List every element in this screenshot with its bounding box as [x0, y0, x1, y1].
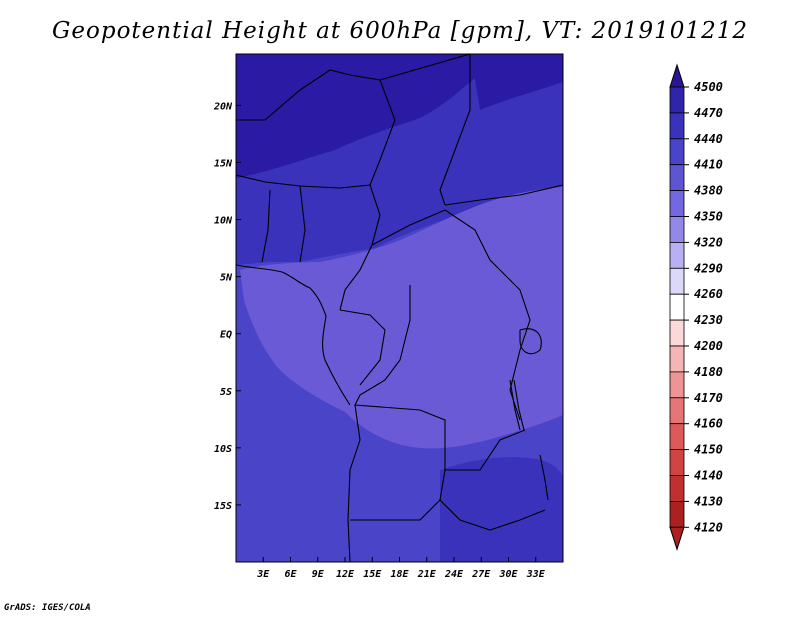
field-band-4470-north-east — [470, 54, 563, 110]
y-tick-label: 15S — [214, 501, 232, 512]
colorbar-label: 4320 — [694, 235, 723, 249]
border-north-3 — [439, 54, 471, 206]
border-sudan — [444, 184, 563, 206]
colorbar-label: 4410 — [694, 158, 723, 172]
colorbar-swatch — [669, 190, 685, 217]
x-tick-label: 24E — [444, 569, 464, 580]
country-borders — [236, 54, 563, 562]
border-cameroon — [339, 214, 381, 311]
field-band-4380-central — [240, 187, 563, 449]
colorbar-swatch — [669, 319, 685, 347]
border-south — [350, 499, 441, 521]
x-tick-label: 6E — [284, 569, 297, 580]
colorbar-label: 4200 — [694, 339, 723, 353]
colorbar-swatch — [669, 423, 685, 451]
colorbar-label: 4130 — [694, 494, 723, 508]
colorbar-swatch — [669, 345, 685, 373]
y-tick-label: 10S — [214, 444, 232, 455]
colorbar-label: 4140 — [694, 469, 723, 483]
colorbar-swatch — [669, 267, 685, 295]
border-car — [371, 209, 521, 291]
colorbar-swatch — [669, 449, 685, 476]
field-band-4470-north — [236, 54, 475, 178]
colorbar-label: 4180 — [694, 365, 723, 379]
colorbar-label: 4440 — [694, 132, 723, 146]
colorbar-label: 4260 — [694, 287, 723, 301]
border-congo-1 — [339, 309, 386, 386]
x-tick-label: 30E — [498, 569, 518, 580]
credit-text: GrADS: IGES/COLA — [4, 603, 91, 613]
colorbar-swatch — [669, 112, 685, 140]
colorbar-label: 4230 — [694, 313, 723, 327]
y-tick-label: EQ — [220, 330, 232, 341]
y-tick-label: 20N — [213, 101, 233, 112]
border-nigeria — [261, 185, 306, 263]
x-axis-ticks: 3E 6E 9E 12E 15E 18E 21E 24E 27E 30E 33E — [256, 557, 546, 580]
colorbar-swatch — [669, 241, 685, 269]
x-tick-label: 9E — [312, 569, 325, 580]
colorbar-swatch — [669, 216, 685, 243]
y-axis-ticks: 20N 15N 10N 5N EQ 5S 10S 15S — [213, 101, 241, 512]
x-tick-label: 3E — [256, 569, 270, 580]
colorbar-label: 4380 — [694, 184, 723, 198]
colorbar-swatch — [669, 500, 685, 528]
colorbar-swatch — [669, 475, 685, 502]
y-tick-label: 5N — [220, 273, 233, 284]
x-tick-label: 21E — [417, 569, 437, 580]
x-tick-label: 27E — [471, 569, 491, 580]
lake-victoria — [519, 328, 542, 355]
colorbar: 4500 4470 4440 4410 4380 4350 4320 4290 4260 4230… — [669, 63, 723, 551]
page-title: Geopotential Height at 600hPa [gpm], VT:… — [52, 18, 748, 44]
x-tick-label: 12E — [336, 569, 355, 580]
y-tick-label: 15N — [214, 158, 233, 169]
colorbar-label: 4470 — [694, 106, 723, 120]
colorbar-swatch — [669, 86, 685, 114]
field-band-4440-south-east — [440, 457, 563, 562]
colorbar-swatch — [669, 293, 685, 321]
x-tick-label: 33E — [526, 569, 546, 580]
border-north-1 — [236, 69, 396, 216]
border-angola — [347, 404, 361, 562]
colorbar-bottom-arrow — [669, 526, 685, 551]
y-tick-label: 5S — [220, 387, 232, 398]
colorbar-swatch — [669, 164, 685, 191]
lake-malawi — [539, 454, 549, 501]
colorbar-swatch — [669, 397, 685, 425]
colorbar-label: 4290 — [694, 261, 723, 275]
lake-tanganyika — [509, 379, 525, 431]
colorbar-label: 4120 — [694, 520, 723, 534]
colorbar-label: 4500 — [694, 80, 723, 94]
border-drc — [354, 285, 526, 471]
coastline-west — [236, 264, 351, 406]
colorbar-swatch — [669, 138, 685, 166]
border-zambia — [439, 469, 546, 531]
colorbar-label: 4350 — [694, 210, 723, 224]
y-tick-label: 10N — [214, 216, 233, 227]
border-north-2 — [379, 54, 471, 81]
colorbar-label: 4160 — [694, 417, 723, 431]
colorbar-label: 4150 — [694, 443, 723, 457]
colorbar-swatch — [669, 371, 685, 399]
x-tick-label: 18E — [390, 569, 409, 580]
colorbar-label: 4170 — [694, 391, 723, 405]
x-tick-label: 15E — [363, 569, 382, 580]
colorbar-top-arrow — [669, 63, 685, 88]
